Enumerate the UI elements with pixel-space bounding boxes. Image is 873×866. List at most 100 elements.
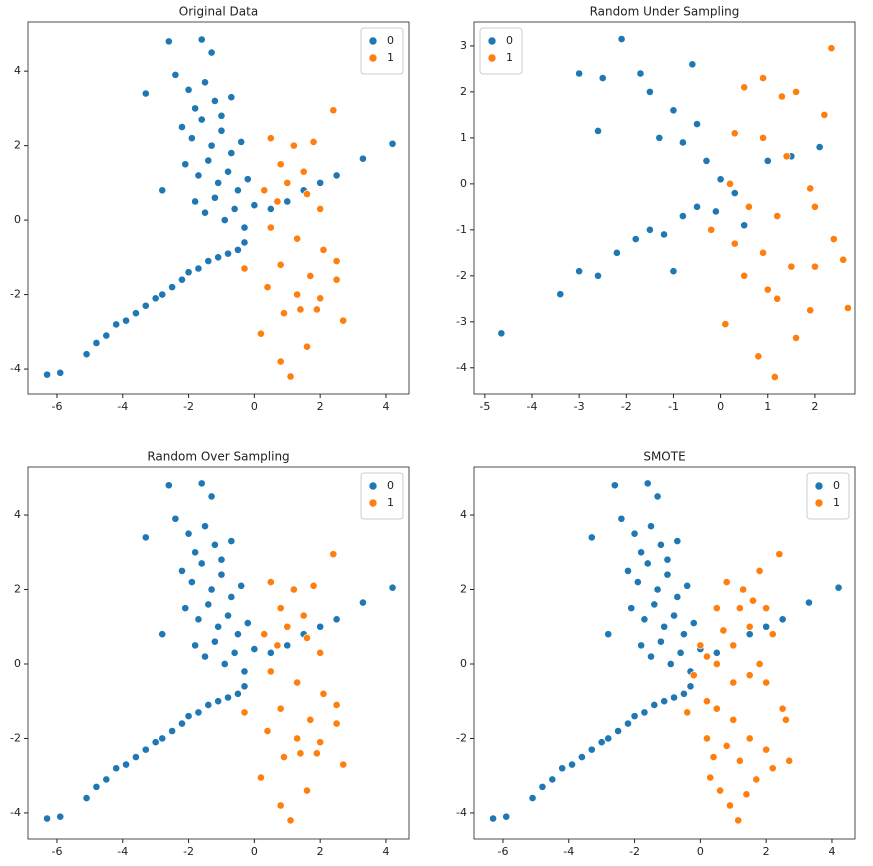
point xyxy=(141,533,150,542)
point xyxy=(214,697,223,706)
point xyxy=(296,305,305,314)
point xyxy=(309,581,318,590)
y-tick-label: 0 xyxy=(460,177,467,190)
point xyxy=(217,111,226,120)
point xyxy=(650,701,659,709)
point xyxy=(627,604,636,613)
point xyxy=(214,253,223,262)
point xyxy=(240,238,249,247)
point xyxy=(197,559,206,568)
point xyxy=(726,801,734,810)
point xyxy=(316,178,325,187)
point xyxy=(645,225,654,234)
point xyxy=(276,357,285,366)
point xyxy=(56,368,65,377)
point xyxy=(283,178,292,187)
point xyxy=(243,175,252,184)
point xyxy=(204,257,213,265)
point xyxy=(234,630,242,639)
point xyxy=(122,316,130,325)
point xyxy=(201,652,209,661)
point xyxy=(598,74,607,82)
point xyxy=(210,637,219,646)
point xyxy=(702,156,711,165)
point xyxy=(637,548,646,557)
point xyxy=(548,775,557,784)
x-tick-label: 1 xyxy=(764,400,771,413)
point xyxy=(749,596,757,605)
point xyxy=(201,522,209,531)
point xyxy=(197,115,206,124)
point xyxy=(184,712,193,721)
legend-marker xyxy=(487,53,497,63)
x-tick-label: -4 xyxy=(563,845,574,858)
point xyxy=(610,481,619,490)
point xyxy=(686,682,695,691)
point xyxy=(201,78,209,87)
point xyxy=(575,267,584,276)
point xyxy=(703,734,711,743)
point xyxy=(656,540,665,549)
point xyxy=(220,660,229,668)
point xyxy=(670,693,678,702)
x-tick-label: -4 xyxy=(117,400,128,413)
legend-label: 1 xyxy=(387,51,394,64)
point xyxy=(204,701,213,709)
point xyxy=(770,373,779,381)
point xyxy=(293,234,302,243)
point xyxy=(43,370,51,379)
point xyxy=(754,352,763,361)
point xyxy=(617,35,626,43)
point xyxy=(237,581,246,590)
point xyxy=(187,134,196,143)
point xyxy=(266,205,275,213)
point xyxy=(332,275,341,284)
point xyxy=(755,566,764,575)
point xyxy=(604,630,613,639)
point xyxy=(260,630,269,639)
x-tick-label: -6 xyxy=(497,845,508,858)
point xyxy=(773,212,782,220)
point xyxy=(217,570,226,579)
point xyxy=(227,149,236,157)
y-tick-label: -4 xyxy=(456,361,467,374)
point xyxy=(312,749,321,758)
point xyxy=(260,186,269,195)
point xyxy=(683,708,692,717)
point xyxy=(578,753,586,761)
point xyxy=(678,138,687,147)
point xyxy=(792,87,800,96)
point xyxy=(43,814,51,823)
y-tick-label: 2 xyxy=(14,139,21,152)
point xyxy=(171,514,180,523)
point xyxy=(612,248,621,257)
point xyxy=(502,812,511,821)
x-tick-label: 0 xyxy=(717,400,724,413)
point xyxy=(316,738,325,747)
legend-marker xyxy=(368,498,378,508)
legend-marker xyxy=(814,481,824,491)
point xyxy=(332,719,341,728)
point xyxy=(164,37,173,46)
legend-label: 0 xyxy=(387,479,394,492)
y-tick-label: -2 xyxy=(456,731,467,744)
point xyxy=(184,529,193,538)
point xyxy=(617,514,626,523)
point xyxy=(388,583,397,592)
x-tick-label: 4 xyxy=(382,400,389,413)
point xyxy=(680,689,688,698)
point xyxy=(273,197,282,206)
point xyxy=(489,814,497,823)
point xyxy=(597,738,606,747)
point xyxy=(194,615,203,624)
point xyxy=(303,786,311,795)
y-tick-label: 0 xyxy=(460,657,467,670)
point xyxy=(316,294,325,303)
point xyxy=(201,208,209,217)
point xyxy=(630,712,639,721)
point xyxy=(158,734,167,743)
x-tick-label: -2 xyxy=(183,845,194,858)
point xyxy=(217,126,226,135)
point xyxy=(240,223,249,232)
y-tick-label: -4 xyxy=(456,806,467,819)
